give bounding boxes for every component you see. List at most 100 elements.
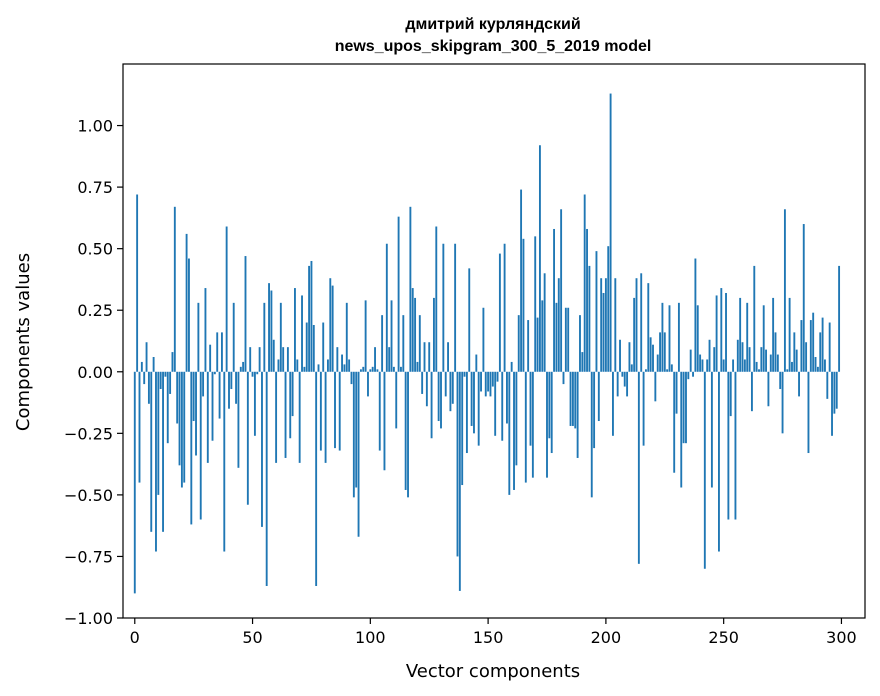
bar-219 bbox=[649, 337, 652, 372]
bar-206 bbox=[619, 339, 621, 372]
bar-99 bbox=[367, 371, 369, 397]
bar-259 bbox=[743, 359, 746, 372]
bar-191 bbox=[583, 194, 586, 372]
bar-139 bbox=[461, 371, 464, 486]
bar-39 bbox=[225, 226, 228, 372]
bar-253 bbox=[729, 371, 732, 417]
bar-28 bbox=[199, 371, 202, 520]
bar-118 bbox=[411, 288, 414, 372]
bar-252 bbox=[727, 371, 730, 520]
bar-151 bbox=[489, 371, 492, 397]
x-tick-label: 100 bbox=[355, 628, 386, 647]
bar-254 bbox=[732, 359, 735, 372]
bar-150 bbox=[487, 371, 490, 392]
y-tick-label: 0.50 bbox=[77, 240, 113, 259]
bar-100 bbox=[369, 369, 372, 372]
x-tick-label: 200 bbox=[591, 628, 622, 647]
y-axis: 1.00 0.75 0.50 0.25 0.00 −0.25 −0.50 −0.75 −1.00 bbox=[64, 117, 123, 628]
bar-214 bbox=[637, 371, 640, 564]
bar-154 bbox=[496, 371, 499, 382]
x-tick-label: 150 bbox=[473, 628, 504, 647]
bar-184 bbox=[567, 307, 570, 372]
bar-249 bbox=[720, 288, 723, 372]
bar-204 bbox=[614, 278, 617, 372]
bar-110 bbox=[392, 366, 395, 372]
bar-199 bbox=[602, 292, 605, 372]
bar-126 bbox=[430, 371, 433, 439]
bar-152 bbox=[491, 371, 494, 387]
bar-169 bbox=[531, 371, 534, 478]
bar-138 bbox=[458, 371, 461, 591]
bars-group bbox=[133, 93, 841, 594]
bar-105 bbox=[381, 315, 384, 372]
bar-45 bbox=[239, 366, 242, 372]
bar-73 bbox=[305, 322, 308, 372]
bar-149 bbox=[484, 371, 487, 397]
bar-226 bbox=[666, 369, 669, 372]
bar-256 bbox=[736, 339, 739, 372]
bar-224 bbox=[661, 302, 664, 372]
bar-275 bbox=[781, 371, 784, 434]
bar-218 bbox=[647, 283, 650, 372]
bar-210 bbox=[628, 342, 631, 372]
bar-68 bbox=[294, 288, 296, 372]
bar-195 bbox=[593, 371, 596, 449]
bar-173 bbox=[541, 300, 544, 372]
bar-240 bbox=[699, 354, 702, 372]
bar-97 bbox=[362, 366, 365, 372]
bar-299 bbox=[838, 265, 841, 372]
bar-72 bbox=[303, 366, 306, 372]
bar-216 bbox=[642, 371, 645, 446]
bar-153 bbox=[494, 371, 497, 436]
bar-201 bbox=[607, 246, 610, 372]
bar-267 bbox=[762, 305, 765, 372]
bar-5 bbox=[145, 342, 148, 372]
bar-143 bbox=[470, 371, 473, 426]
bar-198 bbox=[600, 278, 603, 372]
bar-92 bbox=[350, 371, 353, 385]
bar-225 bbox=[663, 332, 666, 372]
bar-161 bbox=[513, 371, 515, 490]
bar-79 bbox=[319, 371, 322, 451]
bar-55 bbox=[263, 302, 266, 372]
bar-124 bbox=[425, 371, 428, 407]
bar-171 bbox=[536, 317, 539, 372]
bar-136 bbox=[454, 243, 457, 372]
bar-77 bbox=[315, 371, 318, 586]
bar-67 bbox=[291, 371, 294, 417]
bar-88 bbox=[341, 354, 343, 372]
bar-180 bbox=[557, 278, 560, 372]
bar-12 bbox=[162, 371, 164, 532]
bar-160 bbox=[510, 361, 513, 372]
bar-250 bbox=[722, 359, 725, 372]
bar-17 bbox=[173, 206, 176, 372]
bar-155 bbox=[498, 253, 501, 372]
bar-141 bbox=[465, 371, 468, 454]
bar-167 bbox=[527, 320, 530, 372]
bar-282 bbox=[798, 371, 800, 397]
bar-82 bbox=[326, 359, 329, 372]
bar-215 bbox=[640, 273, 643, 372]
bar-47 bbox=[244, 256, 247, 372]
bar-296 bbox=[831, 371, 833, 436]
bar-274 bbox=[779, 371, 782, 390]
y-tick-label: 0.25 bbox=[77, 301, 113, 320]
bar-165 bbox=[522, 238, 525, 372]
bar-62 bbox=[279, 302, 282, 372]
bar-44 bbox=[237, 371, 240, 468]
bar-19 bbox=[178, 371, 181, 466]
bar-238 bbox=[694, 258, 697, 372]
bar-148 bbox=[482, 307, 485, 372]
bar-3 bbox=[140, 361, 143, 372]
y-tick-label: −0.75 bbox=[64, 547, 113, 566]
bar-56 bbox=[265, 371, 268, 586]
bar-36 bbox=[218, 371, 221, 419]
bar-207 bbox=[621, 371, 624, 377]
bar-232 bbox=[680, 371, 683, 488]
bar-42 bbox=[232, 302, 235, 372]
bar-75 bbox=[310, 260, 313, 372]
bar-146 bbox=[477, 371, 480, 446]
bar-127 bbox=[432, 297, 435, 372]
bar-251 bbox=[725, 292, 727, 372]
